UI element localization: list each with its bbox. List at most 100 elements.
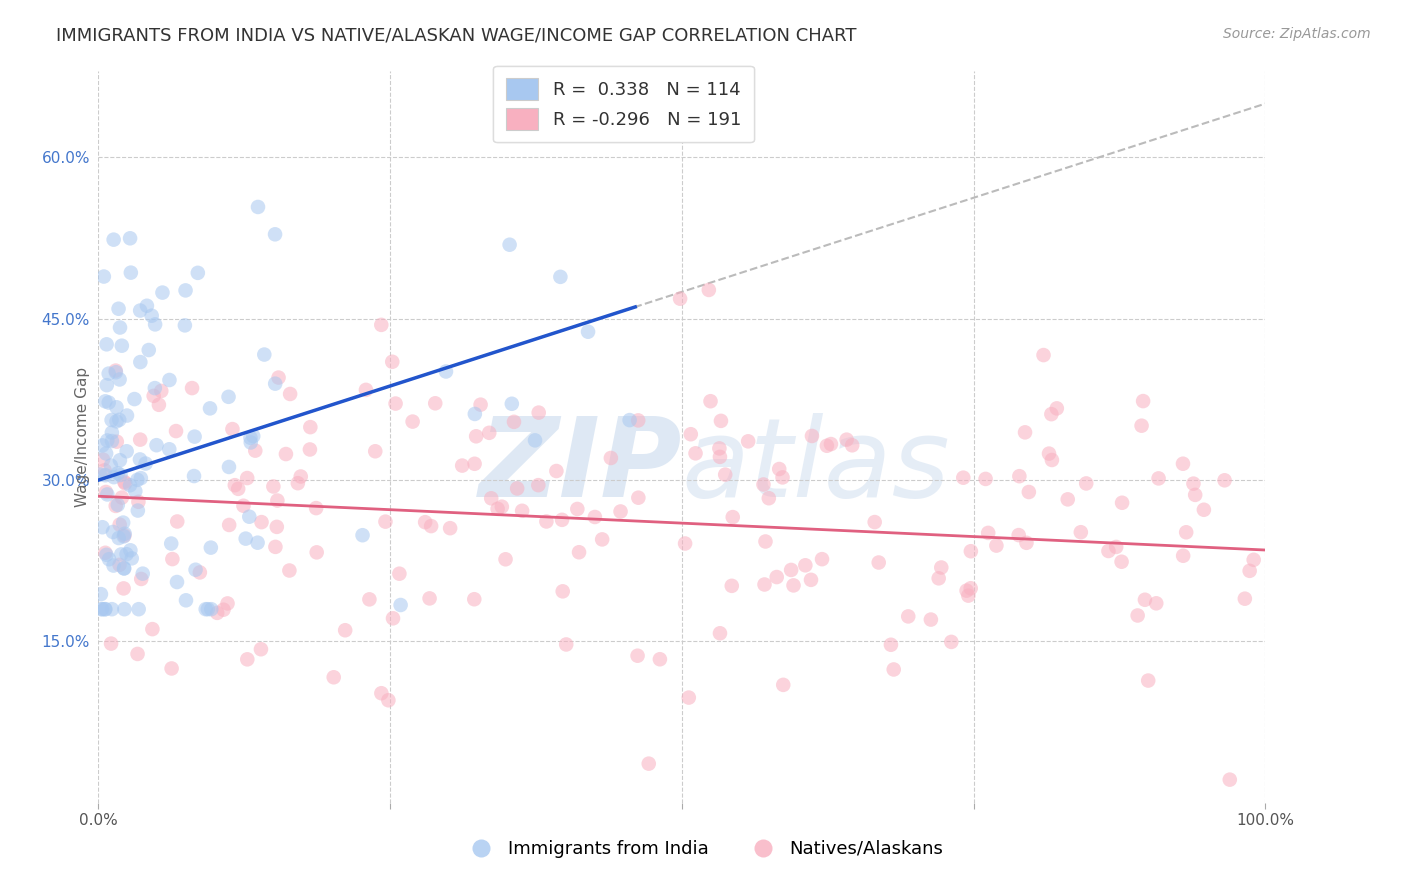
Point [503, 415, 526, 429]
Point [235, 532, 257, 546]
Point [132, 566, 155, 581]
Point [370, 318, 392, 332]
Point [709, 450, 731, 464]
Point [218, 460, 240, 475]
Point [1173, 549, 1195, 563]
Point [129, 452, 152, 467]
Point [239, 431, 262, 445]
Point [104, 499, 127, 513]
Point [246, 535, 269, 549]
Point [498, 237, 520, 252]
Point [253, 347, 276, 361]
Point [737, 434, 759, 449]
Point [115, 409, 138, 423]
Point [768, 462, 790, 476]
Y-axis label: Wage/Income Gap: Wage/Income Gap [75, 367, 90, 508]
Point [104, 365, 127, 379]
Point [94, 485, 117, 500]
Point [897, 609, 920, 624]
Point [782, 578, 804, 592]
Point [709, 626, 731, 640]
Point [669, 292, 692, 306]
Point [221, 422, 243, 436]
Point [90, 602, 112, 616]
Point [627, 491, 650, 505]
Point [93, 463, 115, 477]
Point [527, 478, 550, 492]
Point [1040, 453, 1063, 467]
Point [780, 563, 803, 577]
Point [129, 355, 152, 369]
Point [1111, 555, 1133, 569]
Point [94, 546, 117, 560]
Text: ZIP: ZIP [478, 413, 682, 520]
Point [145, 438, 167, 452]
Point [278, 564, 301, 578]
Point [127, 503, 149, 517]
Point [1243, 553, 1265, 567]
Point [236, 652, 259, 666]
Point [200, 602, 222, 616]
Point [290, 469, 312, 483]
Point [194, 602, 217, 616]
Point [152, 285, 174, 300]
Point [370, 686, 392, 700]
Point [197, 602, 219, 616]
Legend: Immigrants from India, Natives/Alaskans: Immigrants from India, Natives/Alaskans [456, 833, 950, 865]
Point [1008, 469, 1031, 483]
Point [218, 390, 240, 404]
Point [322, 670, 344, 684]
Point [124, 484, 146, 499]
Point [105, 434, 128, 449]
Point [841, 438, 863, 452]
Point [720, 579, 742, 593]
Point [239, 435, 262, 450]
Point [266, 520, 288, 534]
Point [388, 566, 411, 581]
Point [94, 394, 117, 409]
Point [183, 429, 205, 443]
Point [112, 602, 135, 616]
Point [110, 468, 132, 483]
Point [104, 363, 127, 377]
Point [101, 524, 124, 539]
Point [381, 355, 404, 369]
Point [143, 318, 166, 332]
Point [1147, 471, 1170, 485]
Point [1239, 564, 1261, 578]
Point [1076, 476, 1098, 491]
Point [242, 429, 264, 443]
Point [160, 536, 183, 550]
Point [384, 396, 406, 410]
Point [880, 638, 903, 652]
Point [464, 407, 486, 421]
Point [536, 515, 558, 529]
Point [1192, 502, 1215, 516]
Point [118, 478, 141, 492]
Point [1132, 394, 1154, 409]
Point [1171, 457, 1194, 471]
Point [710, 414, 733, 428]
Point [187, 266, 209, 280]
Point [236, 471, 259, 485]
Point [96, 337, 118, 351]
Point [143, 381, 166, 395]
Point [100, 637, 122, 651]
Point [111, 339, 134, 353]
Point [486, 501, 509, 516]
Point [678, 690, 700, 705]
Point [374, 515, 396, 529]
Point [112, 475, 135, 489]
Point [205, 606, 228, 620]
Point [1018, 485, 1040, 500]
Point [127, 495, 149, 509]
Point [274, 447, 297, 461]
Point [583, 510, 606, 524]
Point [96, 487, 118, 501]
Point [1014, 425, 1036, 440]
Point [200, 541, 222, 555]
Point [224, 478, 246, 492]
Point [111, 491, 134, 505]
Point [974, 472, 997, 486]
Point [112, 561, 135, 575]
